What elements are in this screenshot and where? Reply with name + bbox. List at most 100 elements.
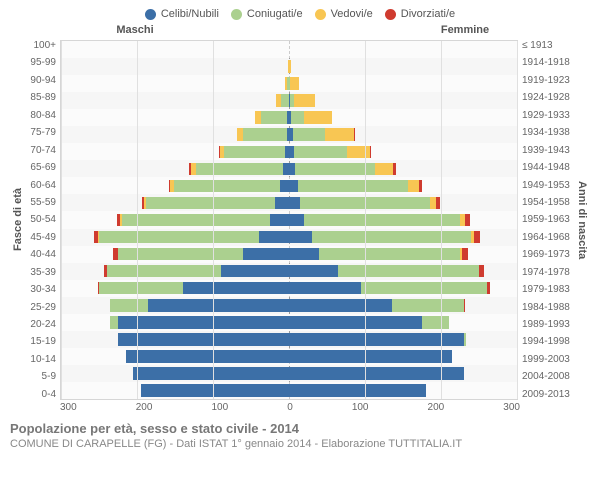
x-tick: 100	[211, 402, 228, 413]
y-tick-year: 1929-1933	[522, 110, 574, 121]
legend-label: Celibi/Nubili	[161, 8, 219, 20]
male-bar	[61, 128, 289, 141]
female-bar	[289, 333, 517, 346]
male-bar	[61, 94, 289, 107]
y-tick-age: 0-4	[26, 389, 56, 400]
male-bar	[61, 111, 289, 124]
legend-dot	[315, 9, 326, 20]
male-bar	[61, 43, 289, 56]
female-bar	[289, 128, 517, 141]
female-bar	[289, 163, 517, 176]
female-bar	[289, 111, 517, 124]
chart-subtitle: COMUNE DI CARAPELLE (FG) - Dati ISTAT 1°…	[10, 438, 590, 450]
y-tick-year: 1949-1953	[522, 180, 574, 191]
female-bar	[289, 367, 517, 380]
legend-label: Divorziati/e	[401, 8, 455, 20]
y-tick-year: 1914-1918	[522, 57, 574, 68]
male-bar	[61, 146, 289, 159]
y-tick-age: 65-69	[26, 162, 56, 173]
female-bar	[289, 94, 517, 107]
y-tick-year: 1979-1983	[522, 284, 574, 295]
y-tick-year: 1924-1928	[522, 92, 574, 103]
female-bar	[289, 299, 517, 312]
plot-area	[60, 40, 518, 400]
male-bar	[61, 163, 289, 176]
legend-item: Vedovi/e	[315, 8, 373, 20]
y-tick-age: 30-34	[26, 284, 56, 295]
y-ticks-left: 100+95-9990-9485-8980-8475-7970-7465-696…	[26, 40, 60, 400]
female-bar	[289, 384, 517, 397]
male-bar	[61, 248, 289, 261]
y-tick-year: 1954-1958	[522, 197, 574, 208]
y-tick-age: 60-64	[26, 180, 56, 191]
legend-dot	[145, 9, 156, 20]
y-tick-age: 55-59	[26, 197, 56, 208]
y-tick-age: 35-39	[26, 267, 56, 278]
pyramid-row	[61, 41, 517, 58]
female-bar	[289, 282, 517, 295]
male-bar	[61, 60, 289, 73]
y-tick-age: 25-29	[26, 302, 56, 313]
y-tick-year: 1919-1923	[522, 75, 574, 86]
pyramid-row	[61, 365, 517, 382]
female-bar	[289, 77, 517, 90]
legend-item: Celibi/Nubili	[145, 8, 219, 20]
male-bar	[61, 367, 289, 380]
legend: Celibi/Nubili Coniugati/e Vedovi/e Divorzia…	[10, 8, 590, 20]
y-axis-label-right: Anni di nascita	[574, 40, 590, 400]
male-bar	[61, 197, 289, 210]
female-bar	[289, 43, 517, 56]
y-tick-year: 2009-2013	[522, 389, 574, 400]
y-tick-age: 20-24	[26, 319, 56, 330]
y-tick-age: 10-14	[26, 354, 56, 365]
y-tick-year: 2004-2008	[522, 371, 574, 382]
y-tick-age: 45-49	[26, 232, 56, 243]
male-bar	[61, 180, 289, 193]
footer: Popolazione per età, sesso e stato civil…	[10, 421, 590, 450]
x-tick: 0	[287, 402, 293, 413]
legend-label: Coniugati/e	[247, 8, 303, 20]
pyramid-row	[61, 331, 517, 348]
pyramid-row	[61, 177, 517, 194]
y-tick-year: 1964-1968	[522, 232, 574, 243]
female-bar	[289, 60, 517, 73]
male-bar	[61, 214, 289, 227]
y-tick-age: 100+	[26, 40, 56, 51]
x-axis: 3002001000100200300	[10, 402, 590, 413]
chart-title: Popolazione per età, sesso e stato civil…	[10, 421, 590, 436]
male-bar	[61, 299, 289, 312]
x-tick: 200	[136, 402, 153, 413]
chart: Fasce di età 100+95-9990-9485-8980-8475-…	[10, 40, 590, 400]
female-bar	[289, 316, 517, 329]
y-tick-year: 1959-1963	[522, 214, 574, 225]
y-tick-year: 1984-1988	[522, 302, 574, 313]
x-tick: 300	[503, 402, 520, 413]
male-bar	[61, 384, 289, 397]
pyramid-row	[61, 143, 517, 160]
y-tick-year: 1939-1943	[522, 145, 574, 156]
pyramid-row	[61, 314, 517, 331]
y-tick-year: 1999-2003	[522, 354, 574, 365]
bar-rows	[61, 41, 517, 399]
y-tick-age: 75-79	[26, 127, 56, 138]
y-tick-year: 1974-1978	[522, 267, 574, 278]
y-tick-year: 1969-1973	[522, 249, 574, 260]
y-tick-age: 80-84	[26, 110, 56, 121]
y-tick-age: 5-9	[26, 371, 56, 382]
pyramid-row	[61, 348, 517, 365]
pyramid-row	[61, 280, 517, 297]
pyramid-row	[61, 382, 517, 399]
y-tick-age: 70-74	[26, 145, 56, 156]
male-bar	[61, 265, 289, 278]
y-tick-age: 15-19	[26, 336, 56, 347]
legend-item: Coniugati/e	[231, 8, 303, 20]
y-tick-year: 1989-1993	[522, 319, 574, 330]
header-male: Maschi	[10, 24, 300, 36]
female-bar	[289, 231, 517, 244]
pyramid-row	[61, 194, 517, 211]
pyramid-row	[61, 109, 517, 126]
pyramid-row	[61, 263, 517, 280]
legend-dot	[231, 9, 242, 20]
female-bar	[289, 197, 517, 210]
y-axis-label-left: Fasce di età	[10, 40, 26, 400]
